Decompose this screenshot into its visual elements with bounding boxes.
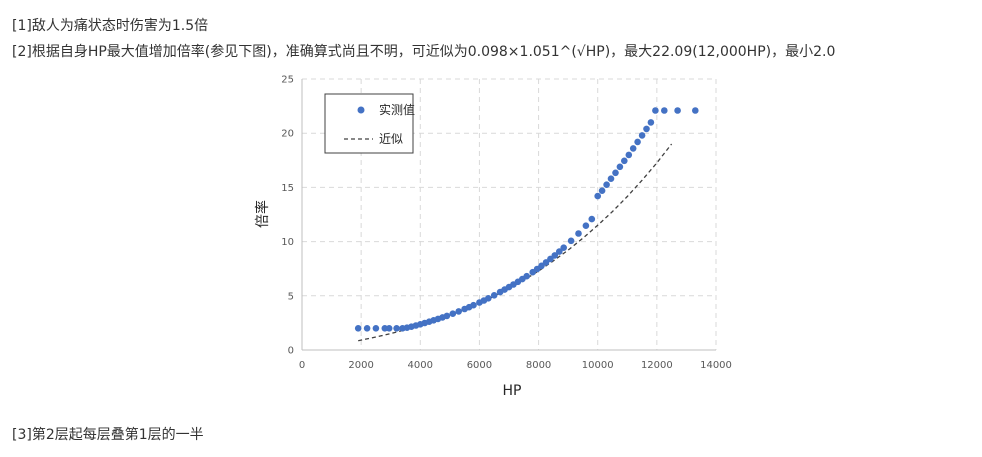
data-point (652, 107, 659, 114)
x-tick-label: 6000 (467, 360, 492, 371)
data-point (485, 295, 492, 302)
x-tick-label: 2000 (348, 360, 373, 371)
y-tick-label: 0 (288, 346, 294, 357)
data-point (603, 181, 610, 188)
data-point (556, 248, 563, 255)
data-point (443, 312, 451, 320)
data-point (588, 215, 596, 223)
data-point (625, 151, 633, 159)
data-point (638, 132, 646, 139)
note-1: [1]敌人为痛状态时伤害为1.5倍 (12, 18, 209, 34)
note-3: [3]第2层起每层叠第1层的一半 (12, 427, 204, 443)
legend-label-measured: 实测值 (379, 102, 415, 117)
grid (302, 78, 717, 350)
data-point (661, 107, 668, 114)
data-point (551, 252, 559, 259)
data-point (363, 325, 371, 332)
x-tick-label: 0 (299, 360, 305, 371)
x-tick-label: 10000 (582, 360, 614, 371)
legend-label-approx: 近似 (379, 132, 403, 146)
x-tick-label: 8000 (526, 360, 551, 371)
data-point (449, 310, 457, 317)
y-tick-label: 25 (281, 75, 294, 86)
legend: 实测值 近似 (324, 93, 415, 154)
data-point (455, 308, 462, 315)
data-point (643, 125, 650, 133)
data-point (354, 325, 362, 332)
data-point (612, 169, 619, 177)
data-point (538, 262, 545, 270)
x-axis-title: HP (503, 383, 522, 399)
data-point (490, 292, 498, 299)
data-point (523, 272, 530, 280)
data-point (470, 301, 477, 309)
legend-marker-measured (357, 106, 365, 114)
y-axis-title: 倍率 (254, 200, 271, 228)
data-point (385, 325, 393, 332)
legend-box (324, 93, 414, 154)
data-point (372, 325, 380, 332)
data-point (567, 237, 575, 245)
y-tick-label: 5 (288, 291, 294, 302)
x-tick-label: 12000 (641, 360, 673, 371)
data-point (621, 157, 628, 165)
data-point (547, 255, 554, 263)
x-tick-label: 14000 (700, 360, 732, 371)
measured-series (354, 107, 699, 332)
data-point (560, 244, 567, 251)
note-2: [2]根据自身HP最大值增加倍率(参见下图)，准确算式尚且不明，可近似为0.09… (12, 44, 836, 60)
data-point (647, 119, 655, 126)
data-point (692, 107, 699, 114)
data-point (598, 187, 606, 194)
axes: 0 2000 4000 6000 8000 10000 12000 14000 0 5 10 15 20… (281, 75, 732, 372)
data-point (616, 163, 624, 171)
data-point (575, 230, 582, 237)
y-tick-label: 20 (281, 129, 294, 140)
data-point (607, 175, 615, 182)
data-point (542, 259, 550, 266)
x-tick-label: 4000 (408, 360, 433, 371)
data-point (582, 222, 590, 229)
y-tick-label: 10 (281, 237, 294, 248)
data-point (393, 325, 400, 332)
y-tick-label: 15 (281, 183, 294, 194)
approx-line (358, 143, 673, 342)
data-point (594, 192, 601, 200)
data-point (634, 138, 641, 146)
approx-series (358, 143, 673, 342)
hp-multiplier-chart: 0 2000 4000 6000 8000 10000 12000 14000 0 5 10 15 20… (254, 75, 732, 400)
data-point (629, 145, 637, 152)
data-point (674, 107, 681, 114)
